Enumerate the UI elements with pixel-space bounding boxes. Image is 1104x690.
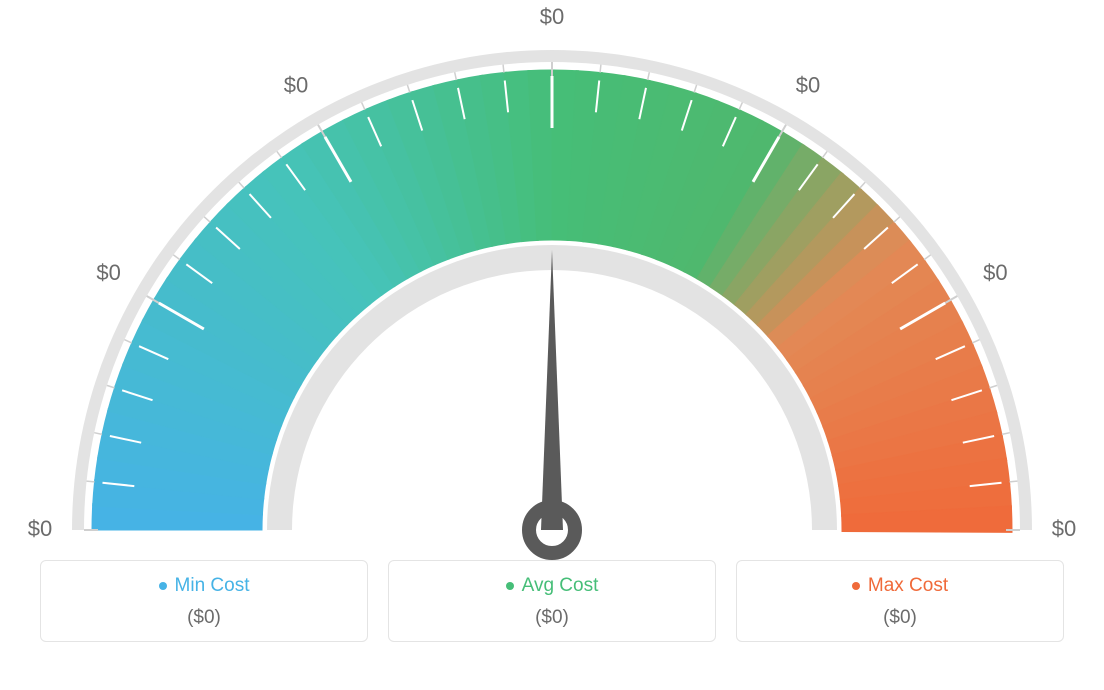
outer-minor-tick: [277, 151, 282, 157]
gauge-chart-container: $0 $0 $0 $0 $0 $0 $0 Min Cost ($0) Avg Cost ($…: [0, 0, 1104, 690]
tick-label: $0: [28, 516, 52, 541]
outer-minor-tick: [204, 217, 210, 222]
tick-label: $0: [983, 260, 1007, 285]
legend-card-max: Max Cost ($0): [736, 560, 1064, 642]
tick-label: $0: [796, 72, 820, 97]
legend-card-avg: Avg Cost ($0): [388, 560, 716, 642]
outer-minor-tick: [173, 255, 179, 260]
legend-dot-min: [159, 582, 167, 590]
outer-minor-tick: [694, 85, 696, 93]
outer-minor-tick: [124, 340, 131, 343]
outer-minor-tick: [860, 182, 865, 188]
legend-title-max: Max Cost: [868, 575, 948, 597]
legend-value-min: ($0): [41, 607, 367, 629]
outer-minor-tick: [894, 217, 900, 222]
gauge-area: $0 $0 $0 $0 $0 $0 $0: [0, 0, 1104, 560]
outer-minor-tick: [503, 65, 504, 73]
outer-minor-tick: [972, 340, 979, 343]
outer-minor-tick: [455, 72, 457, 80]
outer-minor-tick: [94, 433, 102, 435]
outer-minor-tick: [600, 65, 601, 73]
outer-minor-tick: [407, 85, 409, 93]
outer-minor-tick: [924, 255, 930, 260]
tick-label: $0: [284, 72, 308, 97]
legend-title-row-max: Max Cost: [737, 575, 1063, 597]
gauge-needle: [541, 250, 563, 530]
legend-value-avg: ($0): [389, 607, 715, 629]
tick-label: $0: [540, 4, 564, 29]
legend-dot-max: [852, 582, 860, 590]
outer-minor-tick: [822, 151, 827, 157]
tick-label: $0: [1052, 516, 1076, 541]
outer-minor-tick: [1002, 433, 1010, 435]
outer-minor-tick: [739, 102, 742, 109]
legend-title-min: Min Cost: [175, 575, 250, 597]
tick-label: $0: [96, 260, 120, 285]
legend-title-row-avg: Avg Cost: [389, 575, 715, 597]
outer-minor-tick: [362, 102, 365, 109]
legend-value-max: ($0): [737, 607, 1063, 629]
legend-title-row-min: Min Cost: [41, 575, 367, 597]
gauge-svg: $0 $0 $0 $0 $0 $0 $0: [0, 0, 1104, 560]
outer-minor-tick: [989, 385, 997, 387]
legend-title-avg: Avg Cost: [522, 575, 599, 597]
legend-dot-avg: [506, 582, 514, 590]
outer-minor-tick: [648, 72, 650, 80]
legend-row: Min Cost ($0) Avg Cost ($0) Max Cost ($0…: [0, 560, 1104, 642]
legend-card-min: Min Cost ($0): [40, 560, 368, 642]
outer-minor-tick: [107, 385, 115, 387]
outer-minor-tick: [1009, 481, 1017, 482]
outer-minor-tick: [239, 182, 244, 188]
outer-minor-tick: [87, 481, 95, 482]
